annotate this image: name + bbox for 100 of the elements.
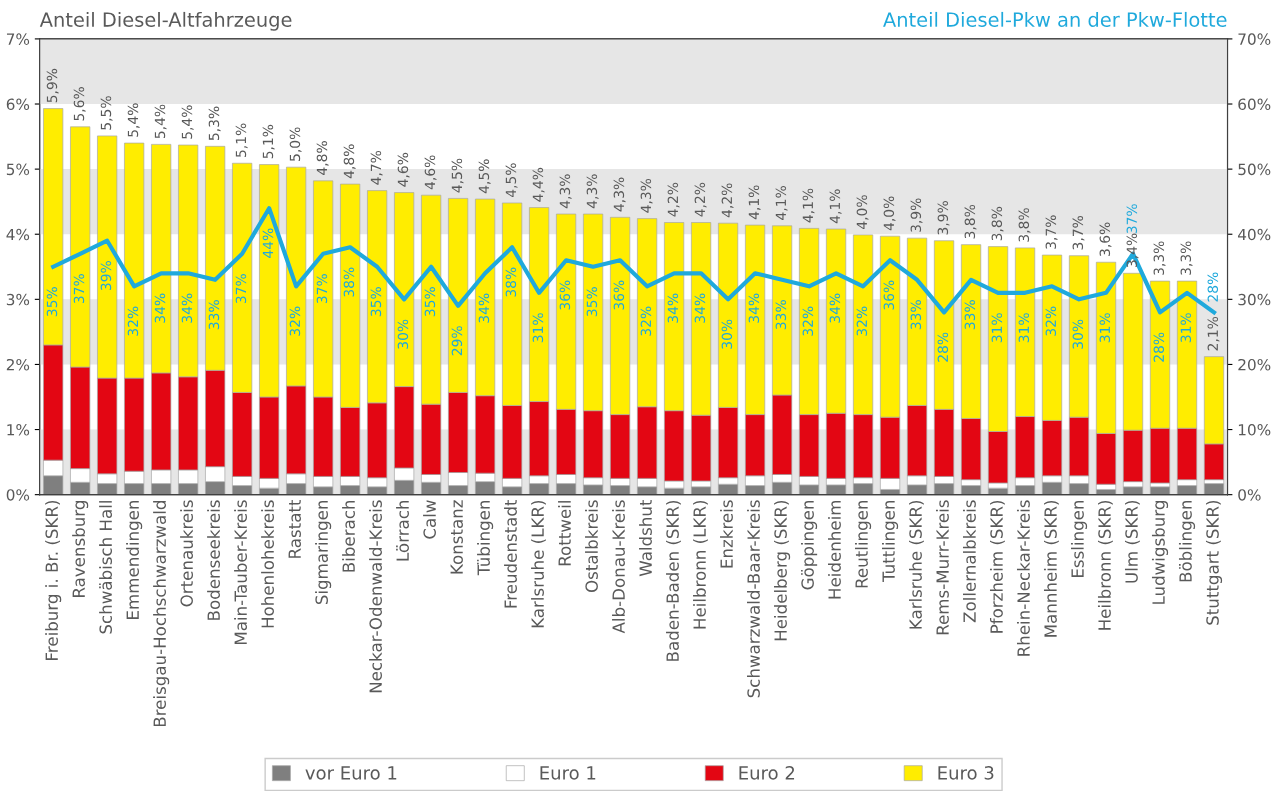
total-label: 3,9% <box>937 201 950 235</box>
x-tick-label: Böblingen <box>1178 500 1196 582</box>
total-label: 4,5% <box>478 159 491 194</box>
total-label: 5,3% <box>208 106 221 141</box>
total-label: 5,9% <box>46 68 59 103</box>
data-label: 33% <box>964 300 976 330</box>
data-label: 32% <box>1045 306 1057 336</box>
total-label: 5,5% <box>100 96 113 130</box>
x-tick-label: Ludwigsburg <box>1151 501 1169 604</box>
total-label: 5,4% <box>127 103 140 137</box>
x-tick-label: Karlsruhe (LKR) <box>531 500 546 628</box>
data-label: 30% <box>397 319 409 349</box>
x-tick-label: Mannheim (SKR) <box>1043 500 1059 637</box>
y2-axis-title: Anteil Diesel-Pkw an der Pkw-Flotte <box>883 11 1227 27</box>
total-label: 4,2% <box>721 183 734 218</box>
total-label: 3,9% <box>910 198 923 232</box>
data-label: 32% <box>802 306 814 336</box>
y2-tick-label: 40% <box>1237 228 1271 241</box>
x-tick-label: Rhein-Neckar-Kreis <box>1016 500 1030 656</box>
total-label: 4,5% <box>505 163 518 198</box>
y-tick-label: 1% <box>7 424 30 436</box>
legend-label: Euro 2 <box>739 766 795 780</box>
total-label: 5,6% <box>73 87 86 121</box>
data-label: 31% <box>1018 313 1030 343</box>
total-label: 4,3% <box>613 177 626 212</box>
y-tick-label: 4% <box>6 228 30 241</box>
total-label: 4,8% <box>343 144 356 179</box>
data-label: 34% <box>478 293 490 323</box>
x-tick-label: Hohenlohekreis <box>261 500 274 628</box>
total-label: 4,5% <box>451 158 464 193</box>
total-label: 5,0% <box>289 127 302 161</box>
data-label: 39% <box>100 261 112 291</box>
data-label: 33% <box>208 300 220 330</box>
y2-tick-label: 70% <box>1238 33 1271 45</box>
data-label: 32% <box>856 306 868 336</box>
data-label: 28% <box>1207 272 1219 302</box>
x-tick-label: Enzkreis <box>720 500 733 568</box>
data-label: 34% <box>694 293 706 323</box>
total-label: 4,3% <box>586 174 599 209</box>
data-label: 37% <box>73 274 85 304</box>
x-tick-label: Ortenaukreis <box>180 500 193 607</box>
x-tick-label: Schwäbisch Hall <box>99 501 113 634</box>
x-tick-label: Ostalbkreis <box>585 500 598 593</box>
data-label: 36% <box>613 280 625 310</box>
y2-tick-label: 60% <box>1238 98 1271 111</box>
chart-title: Anteil Diesel-Altfahrzeuge <box>39 11 292 31</box>
legend-label: Euro 3 <box>938 766 994 780</box>
x-tick-label: Ravensburg <box>72 501 89 597</box>
data-label: 37% <box>1126 204 1138 234</box>
data-label: 35% <box>424 287 436 317</box>
data-label: 34% <box>154 293 166 323</box>
x-tick-label: Reutlingen <box>855 500 872 588</box>
x-tick-label: Konstanz <box>450 500 463 574</box>
total-label: 4,6% <box>397 152 410 187</box>
data-label: 33% <box>775 300 787 330</box>
y2-tick-label: 0% <box>1238 489 1261 501</box>
y-tick-label: 6% <box>6 98 30 111</box>
x-tick-label: Stuttgart (SKR) <box>1205 500 1223 625</box>
x-tick-label: Ulm (SKR) <box>1124 500 1140 583</box>
y-tick-label: 0% <box>6 489 30 501</box>
x-tick-label: Zollernalbkreis <box>962 500 976 623</box>
data-label: 34% <box>829 293 841 323</box>
total-label: 3,7% <box>1045 215 1058 249</box>
x-tick-label: Rottweil <box>558 501 571 566</box>
x-tick-label: Freiburg i. Br. (SKR) <box>45 500 62 660</box>
total-label: 5,4% <box>154 104 167 139</box>
data-label: 31% <box>991 313 1003 343</box>
x-tick-label: Heilbronn (LKR) <box>693 500 708 629</box>
data-label: 35% <box>46 287 58 317</box>
total-label: 4,1% <box>802 188 815 223</box>
data-label: 29% <box>451 326 463 356</box>
x-tick-label: Alb-Donau-Kreis <box>612 500 625 634</box>
x-tick-label: Göppingen <box>801 500 818 590</box>
total-label: 5,1% <box>262 124 275 159</box>
data-label: 28% <box>937 332 949 362</box>
total-label: 3,8% <box>991 206 1004 241</box>
x-tick-label: Calw <box>423 500 436 539</box>
x-tick-label: Karlsruhe (SKR) <box>909 500 924 629</box>
total-label: 4,1% <box>775 186 788 220</box>
x-tick-label: Freudenstadt <box>504 499 517 608</box>
total-label: 5,4% <box>181 105 194 139</box>
data-label: 34% <box>667 293 679 323</box>
total-label: 2,1% <box>1207 316 1220 351</box>
y-tick-label: 7% <box>6 33 30 45</box>
y2-tick-label: 20% <box>1238 358 1271 371</box>
total-label: 3,7% <box>1072 215 1085 250</box>
x-tick-label: Sigmaringen <box>315 500 332 605</box>
x-tick-label: Lörrach <box>396 500 409 561</box>
legend-label: vor Euro 1 <box>305 766 397 780</box>
x-tick-label: Heidelberg (SKR) <box>774 500 791 641</box>
data-label: 33% <box>910 300 922 330</box>
x-tick-label: Neckar-Odenwald-Kreis <box>369 500 382 693</box>
data-label: 32% <box>640 306 652 336</box>
data-label: 30% <box>1072 319 1084 349</box>
x-tick-label: Rems-Murr-Kreis <box>935 500 949 635</box>
x-tick-label: Schwarzwald-Baar-Kreis <box>747 500 760 698</box>
x-tick-label: Esslingen <box>1070 500 1088 577</box>
total-label: 4,1% <box>748 185 761 220</box>
total-label: 3,3% <box>1180 241 1193 275</box>
y2-tick-label: 50% <box>1238 163 1271 176</box>
